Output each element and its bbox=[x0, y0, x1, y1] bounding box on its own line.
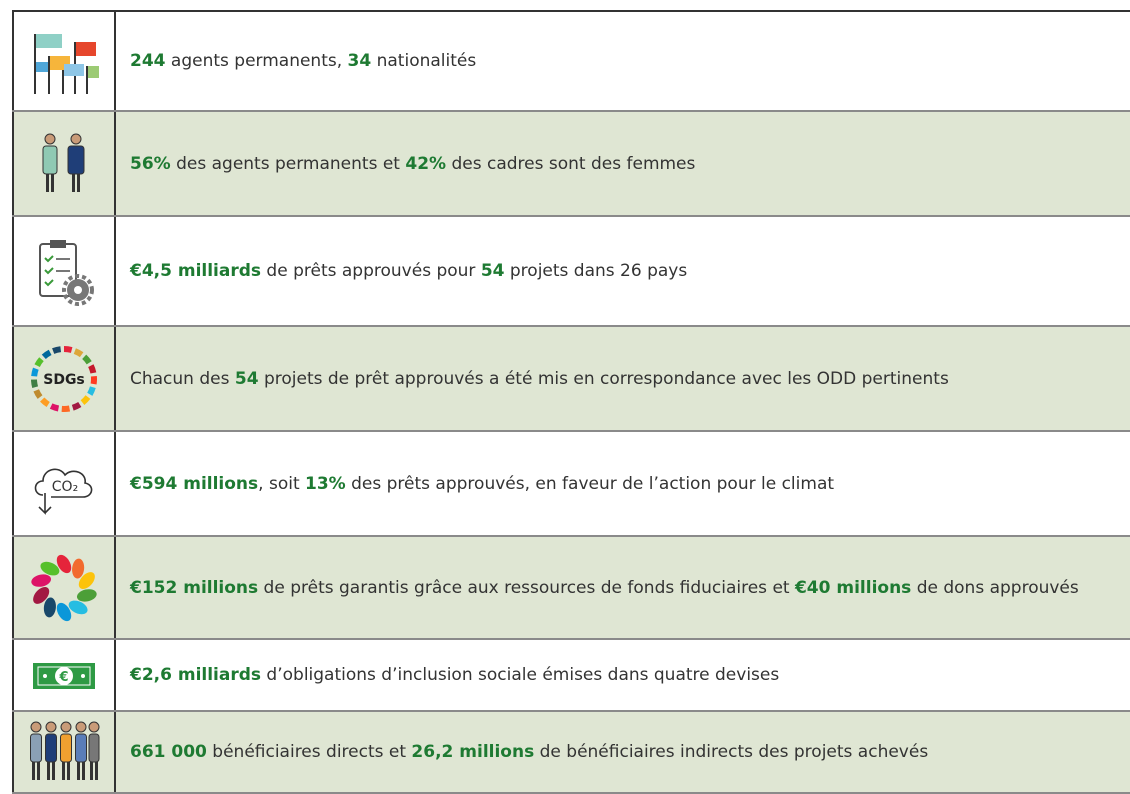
highlight: 56% bbox=[130, 153, 171, 174]
icon-label: CO₂ bbox=[52, 479, 78, 495]
row-icon: CO₂ bbox=[12, 432, 116, 535]
text: projets de prêt approuvés a été mis en c… bbox=[258, 368, 949, 389]
highlight: 34 bbox=[347, 51, 372, 71]
highlight: 13% bbox=[305, 473, 346, 494]
highlight: €4,5 milliards bbox=[130, 261, 262, 281]
row-text: €594 millions, soit 13% des prêts approu… bbox=[116, 432, 1130, 535]
row-text: €152 millions de prêts garantis grâce au… bbox=[116, 537, 1130, 638]
table-row: €152 millions de prêts garantis grâce au… bbox=[12, 537, 1130, 640]
highlight: €2,6 milliards bbox=[130, 665, 262, 685]
fact-table: 244 agents permanents, 34 nationalités 56… bbox=[12, 10, 1130, 794]
icon-label: SDGs bbox=[43, 372, 85, 388]
row-icon: € bbox=[12, 640, 116, 710]
row-icon bbox=[12, 12, 116, 110]
row-text: 56% des agents permanents et 42% des cad… bbox=[116, 112, 1130, 215]
row-icon: SDGs bbox=[12, 327, 116, 430]
highlight: €152 millions bbox=[130, 577, 259, 598]
paragraph: €4,5 milliards de prêts approuvés pour 5… bbox=[130, 255, 687, 287]
text: projets dans 26 pays bbox=[504, 261, 688, 281]
text: d’obligations d’inclusion sociale émises… bbox=[261, 665, 780, 685]
table-row: 661 000 bénéficiaires directs et 26,2 mi… bbox=[12, 712, 1130, 794]
paragraph: €2,6 milliards d’obligations d’inclusion… bbox=[130, 659, 779, 691]
highlight: €40 millions bbox=[794, 577, 912, 598]
highlight: 54 bbox=[234, 368, 259, 389]
text: des cadres sont des femmes bbox=[446, 153, 696, 174]
icon bbox=[30, 721, 100, 780]
text: , soit bbox=[258, 473, 306, 494]
paragraph: 661 000 bénéficiaires directs et 26,2 mi… bbox=[130, 736, 928, 768]
icon bbox=[34, 34, 99, 94]
highlight: 26,2 millions bbox=[411, 742, 535, 762]
text: de prêts approuvés pour bbox=[261, 261, 481, 281]
text: de dons approuvés bbox=[911, 577, 1079, 598]
icon: € bbox=[33, 663, 95, 689]
row-text: €4,5 milliards de prêts approuvés pour 5… bbox=[116, 217, 1130, 325]
row-text: 661 000 bénéficiaires directs et 26,2 mi… bbox=[116, 712, 1130, 792]
paragraph: €594 millions, soit 13% des prêts approu… bbox=[130, 468, 834, 500]
highlight: €594 millions bbox=[130, 473, 259, 494]
row-icon bbox=[12, 712, 116, 792]
highlight: 244 bbox=[130, 51, 166, 71]
highlight: 661 000 bbox=[130, 742, 207, 762]
icon bbox=[39, 240, 94, 306]
table-row: € €2,6 milliards d’obligations d’inclusio… bbox=[12, 640, 1130, 712]
paragraph: 244 agents permanents, 34 nationalités bbox=[130, 45, 476, 77]
text: bénéficiaires directs et bbox=[206, 742, 412, 762]
icon: CO₂ bbox=[34, 468, 93, 515]
table-row: SDGs Chacun des 54 projets de prêt approu… bbox=[12, 327, 1130, 432]
row-icon bbox=[12, 217, 116, 325]
row-icon bbox=[12, 537, 116, 638]
row-text: 244 agents permanents, 34 nationalités bbox=[116, 12, 1130, 110]
table-row: 56% des agents permanents et 42% des cad… bbox=[12, 112, 1130, 217]
text: des prêts approuvés, en faveur de l’acti… bbox=[345, 473, 835, 494]
icon: SDGs bbox=[31, 345, 97, 412]
row-text: €2,6 milliards d’obligations d’inclusion… bbox=[116, 640, 1130, 710]
text: de prêts garantis grâce aux ressources d… bbox=[258, 577, 795, 598]
text: agents permanents, bbox=[165, 51, 348, 71]
table-row: 244 agents permanents, 34 nationalités bbox=[12, 12, 1130, 112]
table-row: €4,5 milliards de prêts approuvés pour 5… bbox=[12, 217, 1130, 327]
row-icon bbox=[12, 112, 116, 215]
paragraph: 56% des agents permanents et 42% des cad… bbox=[130, 148, 695, 180]
icon-label: € bbox=[58, 670, 68, 685]
text: nationalités bbox=[371, 51, 477, 71]
text: de bénéficiaires indirects des projets a… bbox=[534, 742, 929, 762]
icon bbox=[42, 133, 85, 192]
paragraph: €152 millions de prêts garantis grâce au… bbox=[130, 572, 1079, 604]
table-row: CO₂ €594 millions, soit 13% des prêts app… bbox=[12, 432, 1130, 537]
row-text: Chacun des 54 projets de prêt approuvés … bbox=[116, 327, 1130, 430]
icon bbox=[31, 554, 97, 621]
text: des agents permanents et bbox=[170, 153, 406, 174]
paragraph: Chacun des 54 projets de prêt approuvés … bbox=[130, 363, 949, 395]
text: Chacun des bbox=[130, 368, 235, 389]
highlight: 42% bbox=[405, 153, 447, 174]
highlight: 54 bbox=[480, 261, 505, 281]
